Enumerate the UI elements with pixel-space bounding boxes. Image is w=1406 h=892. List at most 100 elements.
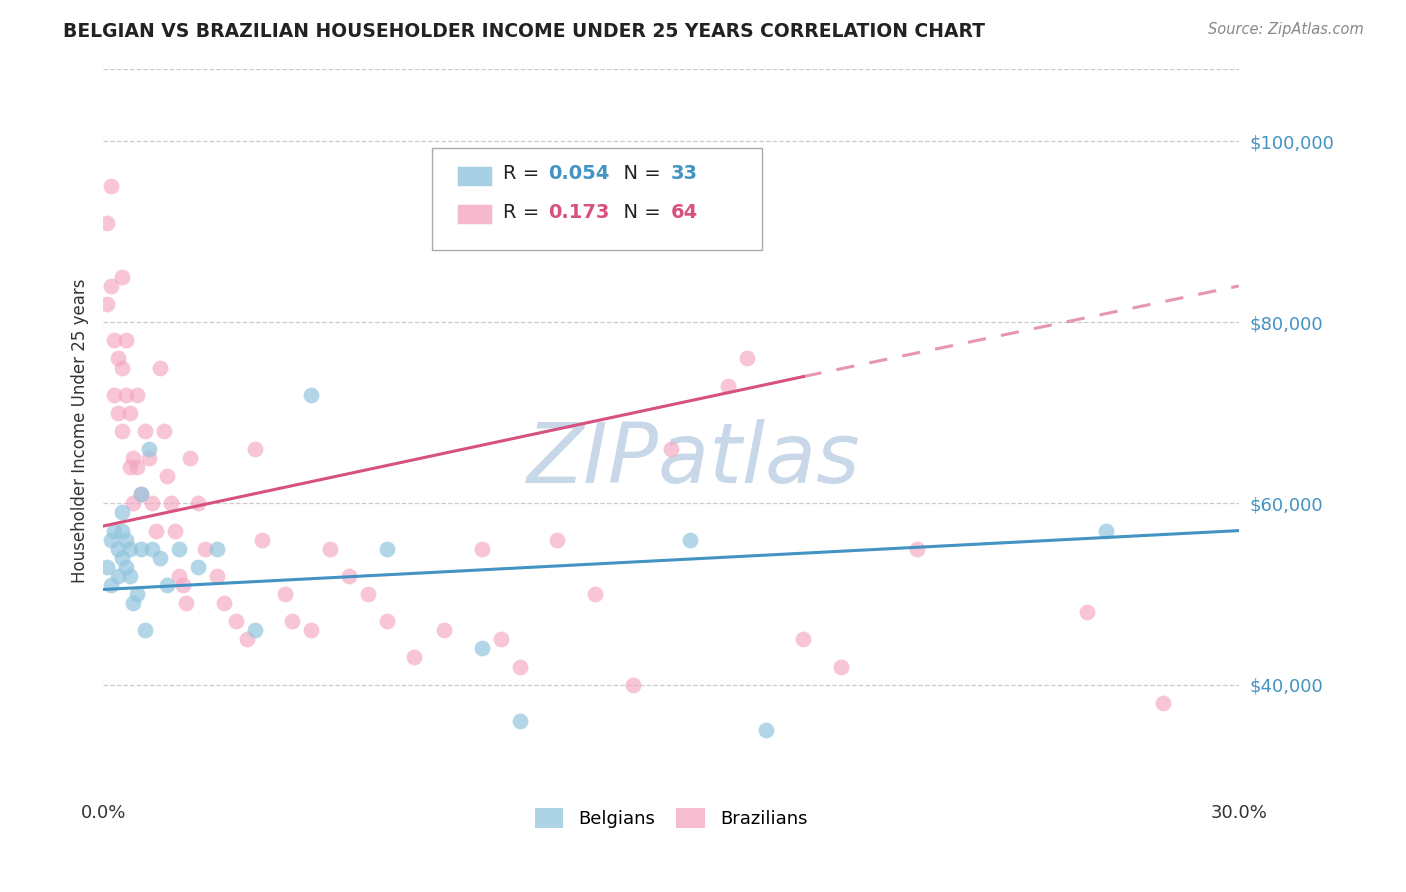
Text: ZIPatlas: ZIPatlas [527,419,860,500]
Point [118,460,141,475]
Legend: Belgians, Brazilians: Belgians, Brazilians [527,801,814,835]
Point [1076,605,1098,619]
Y-axis label: Householder Income Under 25 years: Householder Income Under 25 years [72,278,89,583]
Point [160,496,183,510]
Point [111,360,134,375]
Point [546,533,568,547]
Point [100,533,122,547]
Point [236,632,259,647]
Point [717,378,740,392]
Text: 0.054: 0.054 [548,164,610,183]
Point [100,578,122,592]
Point [115,387,138,401]
Point [111,269,134,284]
Point [471,541,494,556]
Point [337,569,360,583]
Point [471,641,494,656]
Point [214,596,236,610]
Text: Source: ZipAtlas.com: Source: ZipAtlas.com [1208,22,1364,37]
Point [111,424,134,438]
Point [118,541,141,556]
Point [111,524,134,538]
Point [250,533,273,547]
Point [176,596,198,610]
Point [107,406,129,420]
Point [100,179,122,194]
Point [735,351,758,366]
Point [111,550,134,565]
Point [138,442,160,456]
Point [509,714,531,728]
Point [129,541,152,556]
Point [103,334,125,348]
Point [152,424,174,438]
Text: N =: N = [610,202,666,221]
Point [205,541,228,556]
Point [103,524,125,538]
Point [122,451,145,466]
Point [134,424,156,438]
Point [243,624,266,638]
Point [107,569,129,583]
Point [115,559,138,574]
Point [274,587,297,601]
Point [299,387,322,401]
Point [127,587,149,601]
Point [96,559,118,574]
Point [755,723,778,737]
Point [357,587,380,601]
Point [118,406,141,420]
Point [118,569,141,583]
Text: N =: N = [610,164,666,183]
Text: 33: 33 [671,164,697,183]
Point [141,496,163,510]
Point [100,279,122,293]
Point [830,659,852,673]
Point [103,387,125,401]
Point [145,524,167,538]
Point [122,496,145,510]
Point [187,496,209,510]
Point [127,460,149,475]
Point [138,451,160,466]
Point [134,624,156,638]
Point [299,624,322,638]
Point [1095,524,1118,538]
Point [319,541,342,556]
Point [509,659,531,673]
Point [281,614,304,628]
Point [96,297,118,311]
Point [172,578,194,592]
Point [375,614,398,628]
Point [179,451,201,466]
Point [149,550,172,565]
Point [679,533,702,547]
Point [149,360,172,375]
Point [792,632,814,647]
FancyBboxPatch shape [457,166,492,186]
Text: R =: R = [503,202,551,221]
Point [167,569,190,583]
Point [129,487,152,501]
Point [115,334,138,348]
Point [205,569,228,583]
Point [156,578,179,592]
Text: R =: R = [503,164,546,183]
Point [165,524,187,538]
Point [115,533,138,547]
Point [141,541,163,556]
Point [96,215,118,229]
Point [194,541,217,556]
Point [107,351,129,366]
Point [375,541,398,556]
Point [156,469,179,483]
Text: 64: 64 [671,202,699,221]
Point [905,541,928,556]
Point [187,559,209,574]
Text: 0.173: 0.173 [548,202,610,221]
FancyBboxPatch shape [433,148,762,250]
Point [225,614,247,628]
Point [489,632,512,647]
Point [127,387,149,401]
Point [243,442,266,456]
